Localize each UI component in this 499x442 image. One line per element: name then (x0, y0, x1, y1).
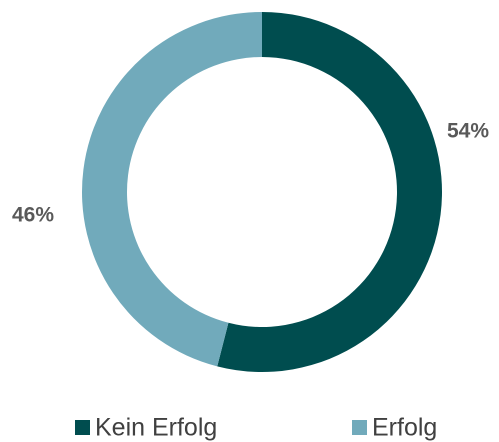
donut-segment (81, 12, 263, 367)
legend-swatch (352, 420, 367, 435)
legend-swatch (75, 420, 90, 435)
value-label: 46% (12, 204, 54, 227)
legend-label: Kein Erfolg (95, 414, 217, 442)
legend-label: Erfolg (372, 414, 437, 442)
value-label: 54% (447, 120, 489, 143)
donut-segment (217, 12, 442, 372)
